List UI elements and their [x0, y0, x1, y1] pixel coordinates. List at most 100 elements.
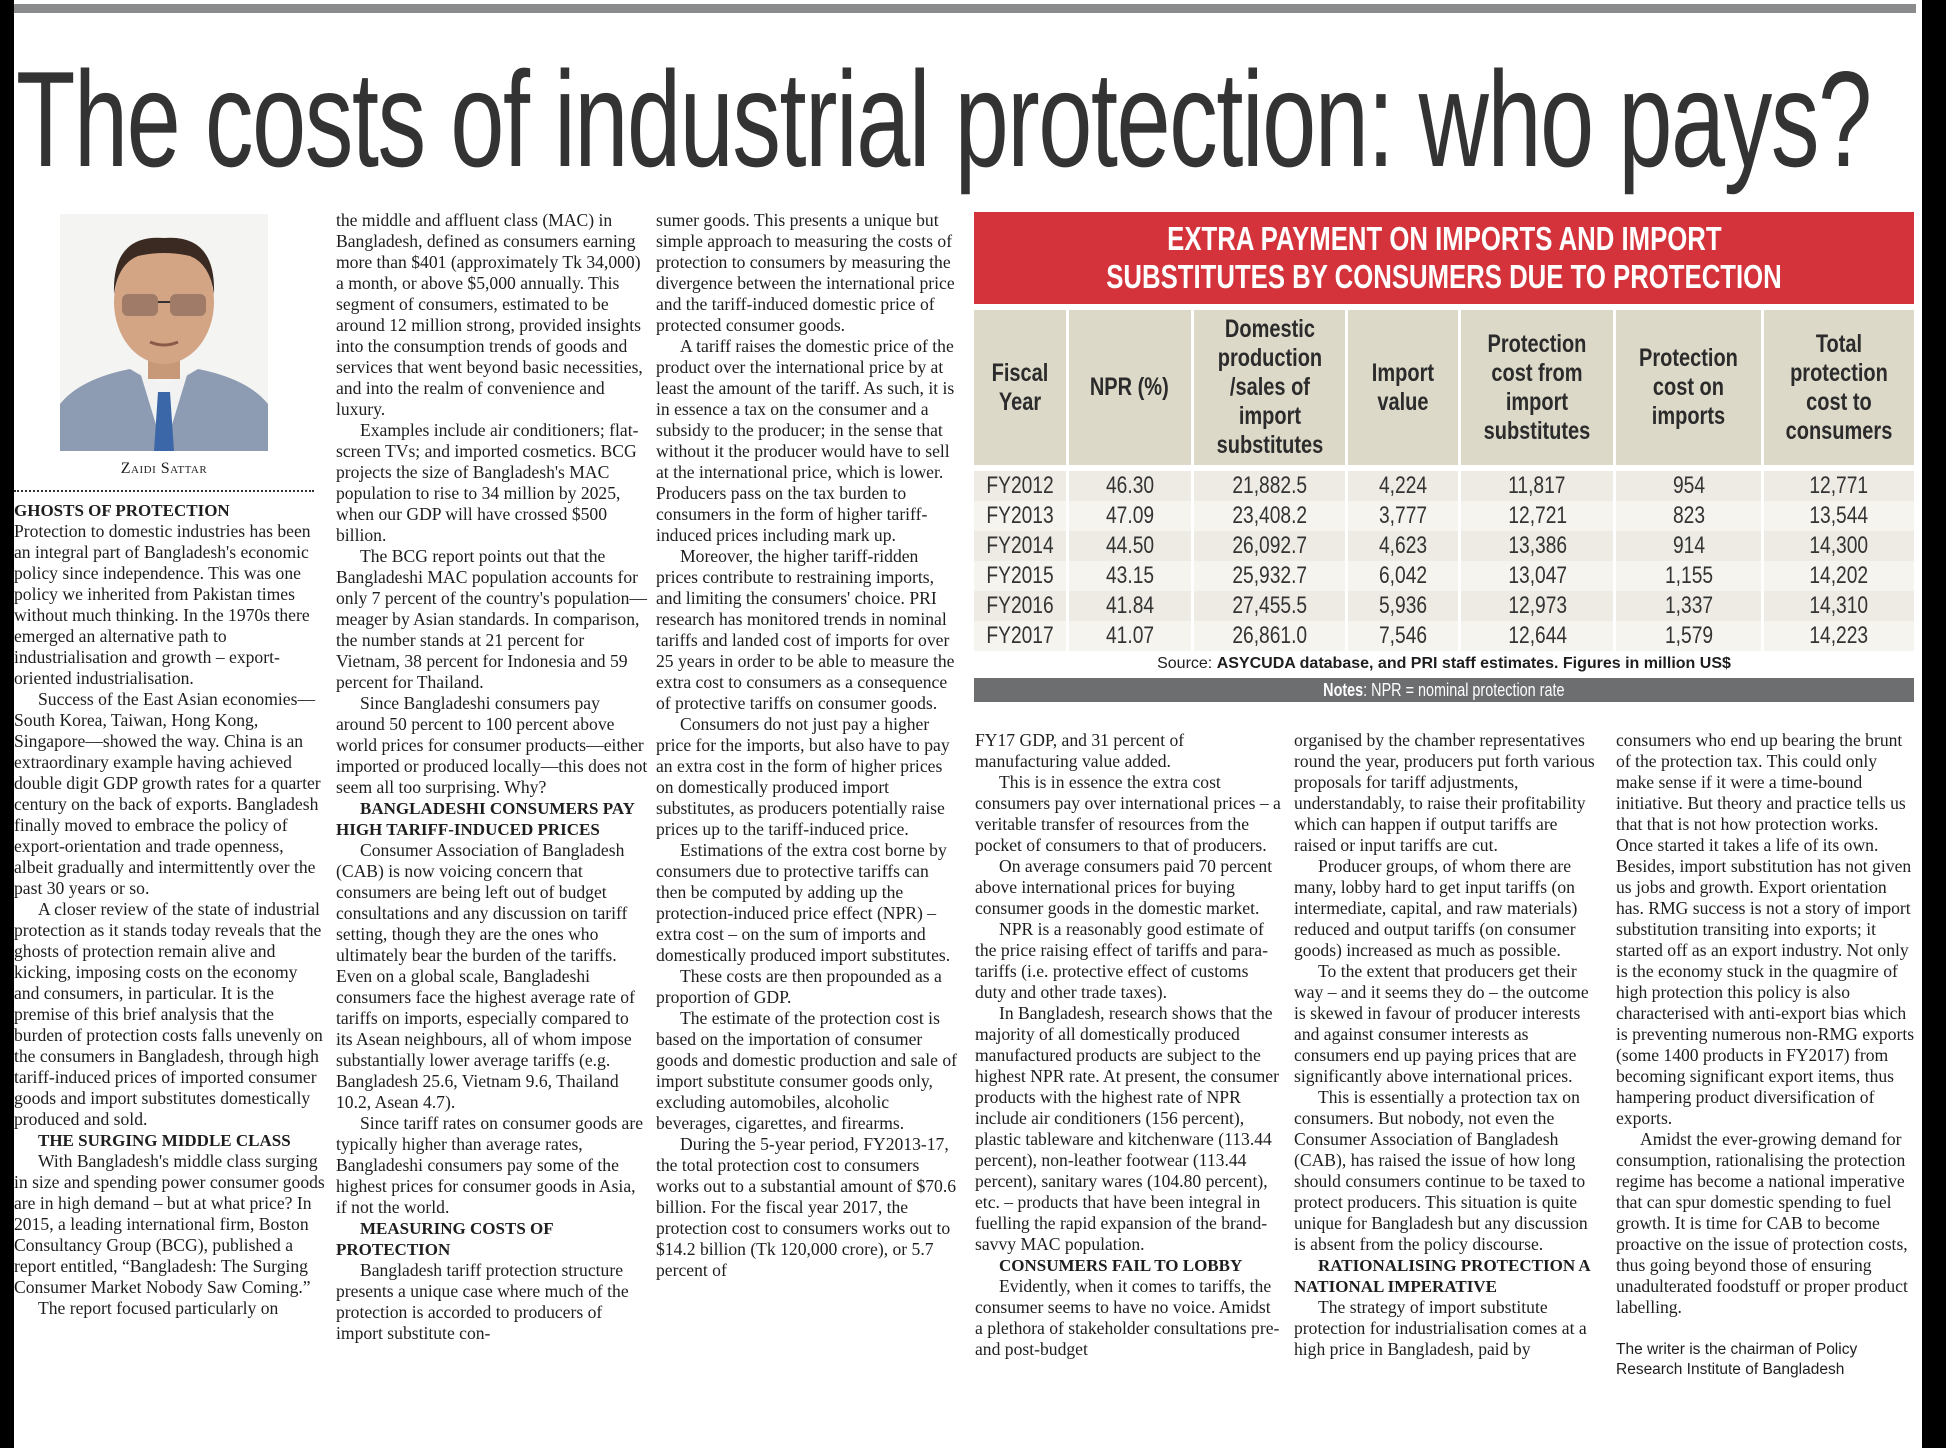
paragraph: During the 5-year period, FY2013-17, the… — [656, 1134, 957, 1280]
table-cell: 46.30 — [1068, 465, 1191, 501]
table-cell: 41.84 — [1068, 591, 1191, 621]
table-cell: 1,155 — [1616, 561, 1762, 591]
table-cell-value: 1,579 — [1664, 622, 1713, 649]
table-cell-value: 3,777 — [1379, 502, 1428, 529]
table-cell: 914 — [1616, 531, 1762, 561]
table-row: FY2012 46.30 21,882.5 4,224 11,817 954 12,771 — [974, 465, 1914, 501]
table-cell: 1,579 — [1616, 621, 1762, 651]
table-cell: FY2016 — [974, 591, 1066, 621]
table-cell: 41.07 — [1068, 621, 1191, 651]
table-cell-value: 47.09 — [1105, 502, 1154, 529]
scan-edge-right — [1922, 0, 1946, 1448]
table-cell: 13,544 — [1764, 501, 1914, 531]
table-cell: 3,777 — [1348, 501, 1459, 531]
paragraph: On average consumers paid 70 percent abo… — [975, 856, 1273, 918]
table-title: EXTRA PAYMENT ON IMPORTS AND IMPORT SUBS… — [974, 212, 1914, 304]
table-cell-value: 14,310 — [1809, 592, 1869, 619]
table-cell: 25,932.7 — [1193, 561, 1346, 591]
paragraph: These costs are then propounded as a pro… — [656, 966, 942, 1007]
table-cell: 12,721 — [1461, 501, 1614, 531]
table-cell: 5,936 — [1348, 591, 1459, 621]
table-cell-value: FY2012 — [986, 472, 1054, 499]
table-cell-value: 12,771 — [1809, 472, 1869, 499]
section-heading: MEASURING COSTS OF PROTECTION — [336, 1219, 554, 1259]
table-cell-value: 1,155 — [1664, 562, 1713, 589]
paragraph: A tariff raises the domestic price of th… — [656, 336, 955, 545]
section-heading: CONSUMERS FAIL TO LOBBY — [999, 1256, 1243, 1275]
table-cell: 13,386 — [1461, 531, 1614, 561]
table-cell: 26,861.0 — [1193, 621, 1346, 651]
author-photo — [60, 214, 268, 451]
column-header: NPR (%) — [1068, 310, 1191, 465]
table-cell: 26,092.7 — [1193, 531, 1346, 561]
table-cell-value: 14,202 — [1809, 562, 1869, 589]
table-cell-value: 914 — [1672, 532, 1705, 559]
paragraph: Evidently, when it comes to tariffs, the… — [975, 1276, 1280, 1359]
column-header: Total protection cost to consumers — [1764, 310, 1914, 465]
paragraph: To the extent that producers get their w… — [1294, 961, 1589, 1086]
table-cell: 14,300 — [1764, 531, 1914, 561]
column-header: Fiscal Year — [974, 310, 1066, 465]
table-cell: 11,817 — [1461, 465, 1614, 501]
table-cell-value: 6,042 — [1379, 562, 1428, 589]
table-cell-value: 1,337 — [1664, 592, 1713, 619]
table-source: Source: ASYCUDA database, and PRI staff … — [974, 655, 1914, 675]
table-row: FY2013 47.09 23,408.2 3,777 12,721 823 13,544 — [974, 501, 1914, 531]
paragraph: Since tariff rates on consumer goods are… — [336, 1113, 644, 1217]
table-cell-value: 13,544 — [1809, 502, 1869, 529]
table-row: FY2016 41.84 27,455.5 5,936 12,973 1,337 14,31… — [974, 591, 1914, 621]
headline: The costs of industrial protection: who … — [16, 43, 1872, 195]
table-cell-value: FY2013 — [986, 502, 1054, 529]
section-heading: THE SURGING MIDDLE CLASS — [38, 1131, 291, 1150]
table-cell-value: 13,047 — [1507, 562, 1567, 589]
author-note: The writer is the chairman of Policy Res… — [1616, 1341, 1858, 1378]
article-column-2: the middle and affluent class (MAC) in B… — [336, 210, 648, 1448]
table-cell-value: 43.15 — [1105, 562, 1154, 589]
column-header-label: Import value — [1372, 358, 1435, 416]
table-cell: 23,408.2 — [1193, 501, 1346, 531]
table-cell-value: 12,973 — [1507, 592, 1567, 619]
table-cell-value: 5,936 — [1379, 592, 1428, 619]
paragraph: A closer review of the state of industri… — [14, 899, 323, 1129]
paragraph: Producer groups, of whom there are many,… — [1294, 856, 1578, 960]
paragraph: Bangladesh tariff protection structure p… — [336, 1260, 629, 1343]
column-header-label: NPR (%) — [1090, 373, 1170, 401]
table-title-line-2: SUBSTITUTES BY CONSUMERS DUE TO PROTECTI… — [1106, 258, 1782, 295]
notes-text: : NPR = nominal protection rate — [1363, 680, 1565, 700]
table-cell: 6,042 — [1348, 561, 1459, 591]
paragraph: Moreover, the higher tariff-ridden price… — [656, 546, 955, 713]
table-cell: 21,882.5 — [1193, 465, 1346, 501]
table-cell: 27,455.5 — [1193, 591, 1346, 621]
column-header: Import value — [1348, 310, 1459, 465]
table-cell-value: 4,623 — [1379, 532, 1428, 559]
table-title-line-1: EXTRA PAYMENT ON IMPORTS AND IMPORT — [1166, 220, 1722, 257]
table-cell: 44.50 — [1068, 531, 1191, 561]
column-header-label: Fiscal Year — [991, 358, 1049, 416]
paragraph: organised by the chamber representatives… — [1294, 730, 1595, 855]
table-row: FY2014 44.50 26,092.7 4,623 13,386 914 14,300 — [974, 531, 1914, 561]
scan-edge-left — [0, 0, 14, 1448]
paragraph: In Bangladesh, research shows that the m… — [975, 1003, 1279, 1254]
table-cell: 14,310 — [1764, 591, 1914, 621]
article-column-3: sumer goods. This presents a unique but … — [656, 210, 962, 1448]
table-cell: FY2015 — [974, 561, 1066, 591]
table-cell-value: 41.07 — [1105, 622, 1154, 649]
article-column-1: GHOSTS OF PROTECTION Protection to domest… — [14, 500, 326, 1448]
table-cell-value: 27,455.5 — [1232, 592, 1307, 619]
notes-label: Notes — [1323, 680, 1364, 700]
table-cell-value: 23,408.2 — [1232, 502, 1307, 529]
paragraph: Amidst the ever-growing demand for consu… — [1616, 1129, 1908, 1317]
section-heading: BANGLADESHI CONSUMERS PAY HIGH TARIFF-IN… — [336, 799, 635, 839]
table-cell-value: 12,644 — [1507, 622, 1567, 649]
paragraph: The estimate of the protection cost is b… — [656, 1008, 957, 1133]
table-cell: 4,623 — [1348, 531, 1459, 561]
paragraph: Since Bangladeshi consumers pay around 5… — [336, 693, 648, 797]
table-cell-value: FY2017 — [986, 622, 1054, 649]
table-cell: FY2017 — [974, 621, 1066, 651]
table-cell-value: 14,223 — [1809, 622, 1869, 649]
paragraph: consumers who end up bearing the brunt o… — [1616, 730, 1915, 1128]
column-header-label: Protection cost on imports — [1639, 344, 1739, 430]
table-cell-value: 46.30 — [1105, 472, 1154, 499]
protection-cost-table: Fiscal Year NPR (%) Domestic production /s… — [971, 310, 1917, 651]
table-cell-value: 41.84 — [1105, 592, 1154, 619]
